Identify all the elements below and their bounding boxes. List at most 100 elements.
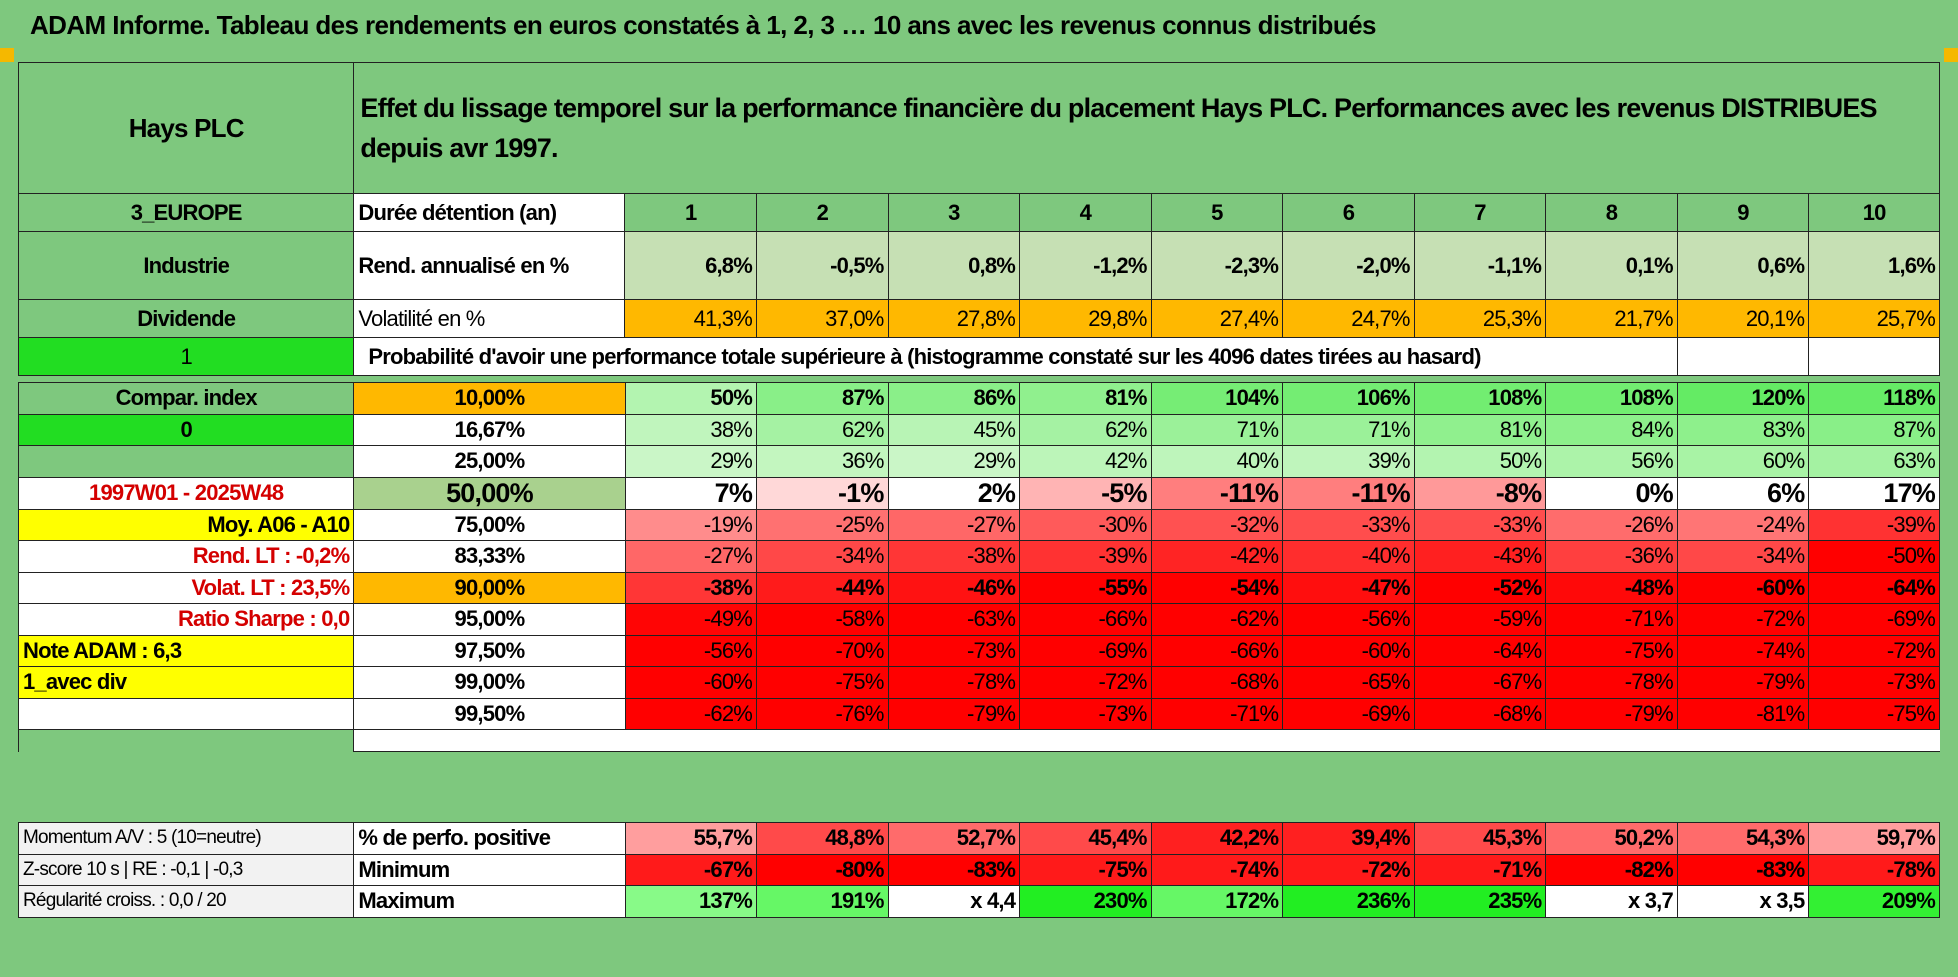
- quantile-cell: 104%: [1150, 382, 1284, 415]
- quantile-row: Moy. A06 - A10 75,00% -19% -25% -27% -30% -32%…: [17, 508, 1940, 541]
- quantile-cell: -25%: [756, 508, 889, 541]
- volat-cell: 27,8%: [887, 299, 1021, 338]
- momentum-label: Momentum A/V : 5 (10=neutre): [17, 822, 355, 855]
- quantile-cell: -73%: [1019, 697, 1152, 730]
- blank-green-cell: [17, 445, 355, 478]
- quantile-cell: -73%: [887, 634, 1021, 667]
- quantile-cell: -5%: [1019, 476, 1152, 510]
- minimum-cell: -71%: [1413, 853, 1547, 886]
- maximum-cell: x 3,5: [1676, 885, 1810, 918]
- quantile-label: 83,33%: [353, 540, 626, 573]
- sharpe-label: Ratio Sharpe : 0,0: [17, 603, 355, 636]
- positive-cell: 52,7%: [887, 822, 1021, 855]
- quantile-cell: 118%: [1808, 382, 1940, 415]
- quantile-row: Compar. index 10,00% 50% 87% 86% 81% 104% 106% 1…: [17, 382, 1940, 415]
- left-corner-marker: [0, 48, 14, 62]
- year-header: 10: [1808, 193, 1940, 232]
- maximum-row: Régularité croiss. : 0,0 / 20 Maximum 137%…: [17, 885, 1940, 918]
- quantile-cell: -38%: [887, 540, 1021, 573]
- positive-cell: 54,3%: [1676, 822, 1810, 855]
- quantile-cell: 108%: [1413, 382, 1547, 415]
- quantile-cell: -55%: [1019, 571, 1152, 604]
- quantile-cell: -75%: [1808, 697, 1940, 730]
- quantile-cell: 81%: [1019, 382, 1152, 415]
- quantile-label: 10,00%: [353, 382, 626, 415]
- quantile-cell: 81%: [1413, 413, 1547, 446]
- volat-cell: 41,3%: [624, 299, 758, 338]
- maximum-cell: 236%: [1282, 885, 1415, 918]
- avec-div-label: 1_avec div: [17, 666, 355, 699]
- quantile-cell: -63%: [887, 603, 1021, 636]
- quantile-cell: -24%: [1676, 508, 1810, 541]
- quantile-cell: -44%: [756, 571, 889, 604]
- quantile-cell: 63%: [1808, 445, 1940, 478]
- quantile-cell: -70%: [756, 634, 889, 667]
- quantile-cell: 62%: [1019, 413, 1152, 446]
- quantile-cell: -42%: [1150, 540, 1284, 573]
- quantile-cell: 108%: [1545, 382, 1678, 415]
- quantile-cell: -46%: [887, 571, 1021, 604]
- volat-cell: 37,0%: [756, 299, 889, 338]
- spacer-cell: [353, 729, 1940, 752]
- year-header: 5: [1150, 193, 1284, 232]
- quantile-cell: -1%: [756, 476, 889, 510]
- quantile-table: Compar. index 10,00% 50% 87% 86% 81% 104% 106% 1…: [17, 382, 1940, 752]
- quantile-cell: -69%: [1808, 603, 1940, 636]
- rend-row: Industrie Rend. annualisé en % 6,8% -0,5…: [17, 231, 1940, 300]
- quantile-cell: -72%: [1808, 634, 1940, 667]
- blank-cell: [17, 697, 355, 730]
- volat-label: Volatilité en %: [353, 299, 626, 338]
- positive-cell: 45,3%: [1413, 822, 1547, 855]
- quantile-row: 0 16,67% 38% 62% 45% 62% 71% 71% 81% 84% 83% 87%: [17, 413, 1940, 446]
- minimum-cell: -78%: [1808, 853, 1940, 886]
- minimum-cell: -74%: [1150, 853, 1284, 886]
- quantile-cell: -27%: [887, 508, 1021, 541]
- quantile-cell: -72%: [1676, 603, 1810, 636]
- year-header: 1: [624, 193, 758, 232]
- quantile-cell: -64%: [1808, 571, 1940, 604]
- quantile-cell: -50%: [1808, 540, 1940, 573]
- quantile-cell: -64%: [1413, 634, 1547, 667]
- quantile-cell: 39%: [1282, 445, 1415, 478]
- positive-cell: 48,8%: [756, 822, 889, 855]
- quantile-label: 99,50%: [353, 697, 626, 730]
- quantile-cell: -26%: [1545, 508, 1678, 541]
- quantile-cell: 29%: [887, 445, 1021, 478]
- quantile-cell: -66%: [1150, 634, 1284, 667]
- quantile-cell: 60%: [1676, 445, 1810, 478]
- positive-cell: 39,4%: [1282, 822, 1415, 855]
- quantile-cell: 38%: [624, 413, 758, 446]
- quantile-cell: -32%: [1150, 508, 1284, 541]
- quantile-row: 1_avec div 99,00% -60% -75% -78% -72% -68% -65%…: [17, 666, 1940, 699]
- quantile-cell: 7%: [624, 476, 758, 510]
- type-label: Dividende: [17, 299, 355, 338]
- quantile-cell: -75%: [1545, 634, 1678, 667]
- quantile-cell: -66%: [1019, 603, 1152, 636]
- quantile-label: 99,00%: [353, 666, 626, 699]
- quantile-cell: -19%: [624, 508, 758, 541]
- rend-cell: -2,0%: [1282, 231, 1415, 300]
- quantile-cell: -40%: [1282, 540, 1415, 573]
- quantile-cell: -11%: [1282, 476, 1415, 510]
- quantile-cell: -60%: [1282, 634, 1415, 667]
- value-one-cell[interactable]: 1: [17, 337, 355, 376]
- quantile-cell: -81%: [1676, 697, 1810, 730]
- quantile-cell: -56%: [624, 634, 758, 667]
- quantile-label: 50,00%: [353, 476, 626, 510]
- performance-table: Hays PLC Effet du lissage temporel sur l…: [17, 62, 1940, 376]
- quantile-cell: -43%: [1413, 540, 1547, 573]
- quantile-cell: 84%: [1545, 413, 1678, 446]
- year-header: 9: [1676, 193, 1810, 232]
- quantile-cell: -27%: [624, 540, 758, 573]
- rend-cell: -2,3%: [1150, 231, 1284, 300]
- positive-cell: 45,4%: [1019, 822, 1152, 855]
- quantile-cell: -68%: [1413, 697, 1547, 730]
- report-title: ADAM Informe. Tableau des rendements en …: [0, 0, 1958, 50]
- quantile-cell: -11%: [1150, 476, 1284, 510]
- minimum-cell: -83%: [1676, 853, 1810, 886]
- quantile-cell: -79%: [1676, 666, 1810, 699]
- quantile-cell: -67%: [1413, 666, 1547, 699]
- positive-row: Momentum A/V : 5 (10=neutre)% de perfo. …: [17, 822, 1940, 855]
- quantile-cell: -68%: [1150, 666, 1284, 699]
- value-zero-cell[interactable]: 0: [17, 413, 355, 446]
